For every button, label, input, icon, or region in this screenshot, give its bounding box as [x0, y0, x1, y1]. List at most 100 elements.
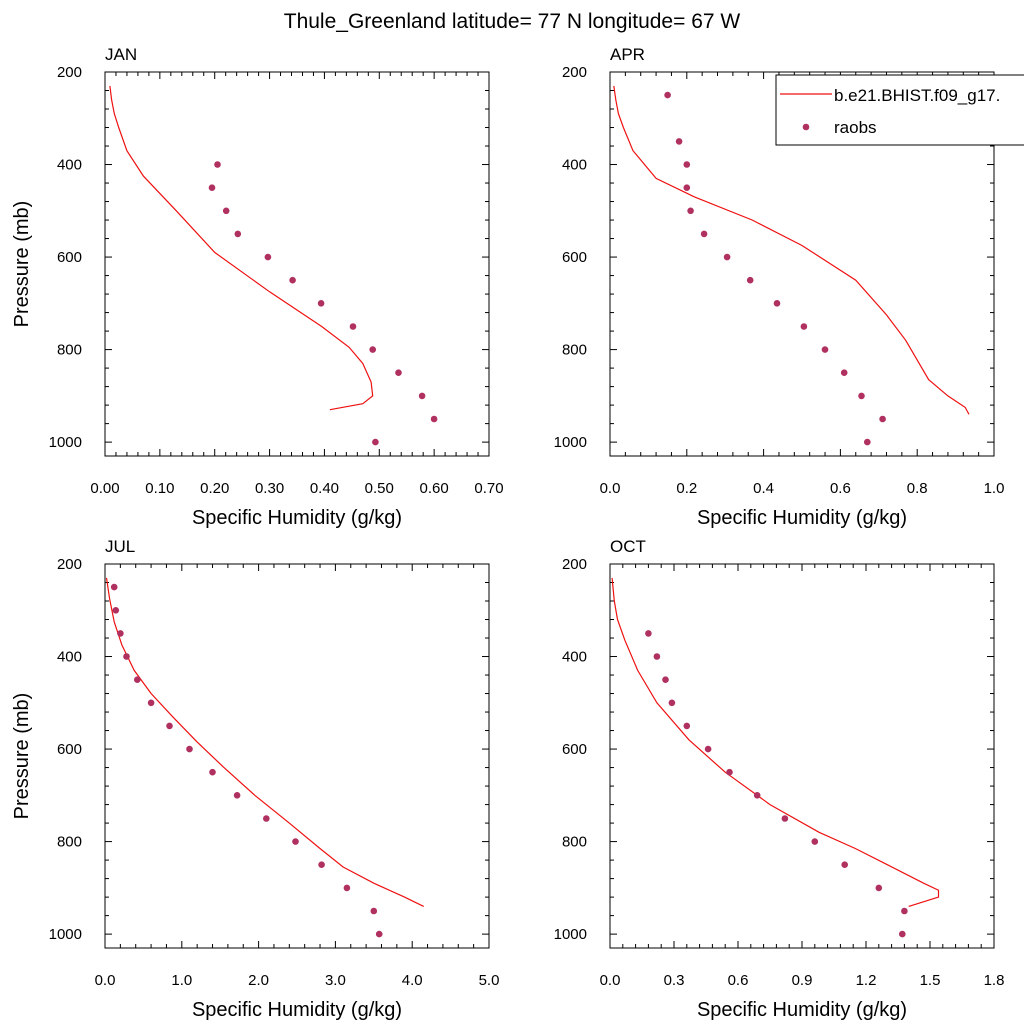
raobs-point — [800, 323, 808, 330]
raobs-point — [209, 768, 216, 776]
raobs-point — [723, 253, 731, 261]
raobs-point — [123, 653, 130, 660]
raobs-point — [117, 630, 124, 637]
model-profile-line — [105, 577, 424, 907]
x-tick-label: 0.50 — [365, 480, 394, 497]
y-tick-label: 600 — [562, 249, 587, 266]
y-tick-label: 200 — [562, 64, 587, 81]
raobs-point — [372, 438, 379, 446]
panel-title: OCT — [610, 537, 646, 556]
panel-apr: 0.0 0.2 0.4 0.6 0.8 1.0 200 400 600 800 1000 APR Spe… — [554, 45, 1005, 529]
raobs-point — [317, 300, 325, 307]
raobs-point — [683, 184, 691, 191]
legend: b.e21.BHIST.f09_g17. raobs — [775, 74, 1024, 146]
panel-title: JUL — [105, 537, 135, 556]
y-axis-label: Pressure (mb) — [11, 201, 33, 328]
x-tick-label: 0.60 — [420, 480, 449, 497]
raobs-point — [186, 745, 193, 753]
x-tick-label: 0.3 — [664, 972, 685, 989]
raobs-point — [899, 930, 906, 938]
raobs-point — [811, 838, 819, 845]
raobs-point — [375, 930, 383, 938]
raobs-point — [234, 230, 242, 238]
x-tick-label: 1.0 — [171, 972, 192, 989]
raobs-point — [683, 722, 691, 730]
x-tick-label: 0.9 — [792, 972, 813, 989]
raobs-point — [864, 438, 871, 446]
raobs-point — [264, 253, 272, 261]
raobs-point — [318, 861, 325, 868]
raobs-point — [700, 230, 708, 238]
raobs-point — [653, 653, 661, 660]
y-tick-label: 1000 — [554, 926, 587, 943]
y-tick-label: 1000 — [49, 926, 82, 943]
raobs-point — [222, 207, 230, 215]
x-tick-label: 2.0 — [248, 972, 269, 989]
x-tick-label: 1.5 — [920, 972, 941, 989]
y-tick-label: 400 — [562, 649, 587, 666]
raobs-point — [858, 392, 865, 400]
raobs-point — [875, 884, 883, 892]
y-tick-label: 1000 — [49, 434, 82, 451]
x-tick-label: 1.2 — [856, 972, 877, 989]
raobs-point — [841, 861, 848, 868]
x-tick-label: 0.10 — [145, 480, 174, 497]
y-tick-label: 800 — [57, 342, 82, 359]
x-tick-label: 4.0 — [402, 972, 423, 989]
x-tick-label: 0.70 — [474, 480, 503, 497]
plot-frame — [104, 71, 490, 457]
x-axis-label: Specific Humidity (g/kg) — [697, 999, 907, 1021]
raobs-point — [289, 276, 296, 284]
y-tick-label: 400 — [57, 157, 82, 174]
y-tick-label: 800 — [562, 342, 587, 359]
x-tick-label: 3.0 — [325, 972, 346, 989]
x-tick-label: 0.2 — [676, 480, 697, 497]
legend-obs-label: raobs — [834, 118, 877, 137]
y-tick-label: 200 — [562, 556, 587, 573]
raobs-point — [369, 346, 377, 353]
x-tick-label: 0.6 — [830, 480, 851, 497]
x-tick-label: 0.4 — [753, 480, 774, 497]
raobs-point — [781, 815, 789, 822]
panel-jul: 0.0 1.0 2.0 3.0 4.0 5.0 200 400 600 800 1000 JUL Spe… — [11, 537, 499, 1021]
panel-title: JAN — [105, 45, 137, 64]
plot-frame — [609, 563, 995, 949]
y-tick-label: 600 — [562, 741, 587, 758]
raobs-point — [675, 138, 683, 145]
x-tick-label: 1.0 — [984, 480, 1005, 497]
raobs-point — [664, 91, 671, 99]
raobs-point — [704, 745, 712, 753]
x-tick-label: 0.40 — [310, 480, 339, 497]
panel-title: APR — [610, 45, 645, 64]
figure-title: Thule_Greenland latitude= 77 N longitude… — [284, 10, 741, 33]
y-axis-label: Pressure (mb) — [11, 693, 33, 820]
x-tick-label: 0.00 — [90, 480, 119, 497]
y-tick-label: 200 — [57, 556, 82, 573]
plot-frame — [609, 71, 995, 457]
x-tick-label: 0.8 — [907, 480, 928, 497]
raobs-point — [166, 722, 173, 730]
model-profile-line — [613, 85, 970, 415]
y-tick-label: 1000 — [554, 434, 587, 451]
x-tick-label: 0.0 — [600, 972, 621, 989]
raobs-point — [668, 699, 676, 707]
raobs-point — [683, 161, 691, 168]
x-tick-label: 1.8 — [984, 972, 1005, 989]
y-tick-label: 400 — [57, 649, 82, 666]
raobs-point — [753, 792, 761, 799]
raobs-point — [879, 415, 886, 423]
raobs-point — [418, 392, 426, 400]
raobs-point — [687, 207, 694, 215]
x-tick-label: 0.0 — [95, 972, 116, 989]
x-tick-label: 0.0 — [600, 480, 621, 497]
x-tick-label: 0.30 — [255, 480, 284, 497]
raobs-point — [233, 792, 241, 799]
y-tick-label: 400 — [562, 157, 587, 174]
x-tick-label: 5.0 — [479, 972, 500, 989]
plot-frame — [104, 563, 490, 949]
raobs-point — [134, 676, 141, 683]
x-axis-label: Specific Humidity (g/kg) — [192, 507, 402, 529]
x-tick-label: 0.6 — [728, 972, 749, 989]
raobs-point — [662, 676, 669, 683]
